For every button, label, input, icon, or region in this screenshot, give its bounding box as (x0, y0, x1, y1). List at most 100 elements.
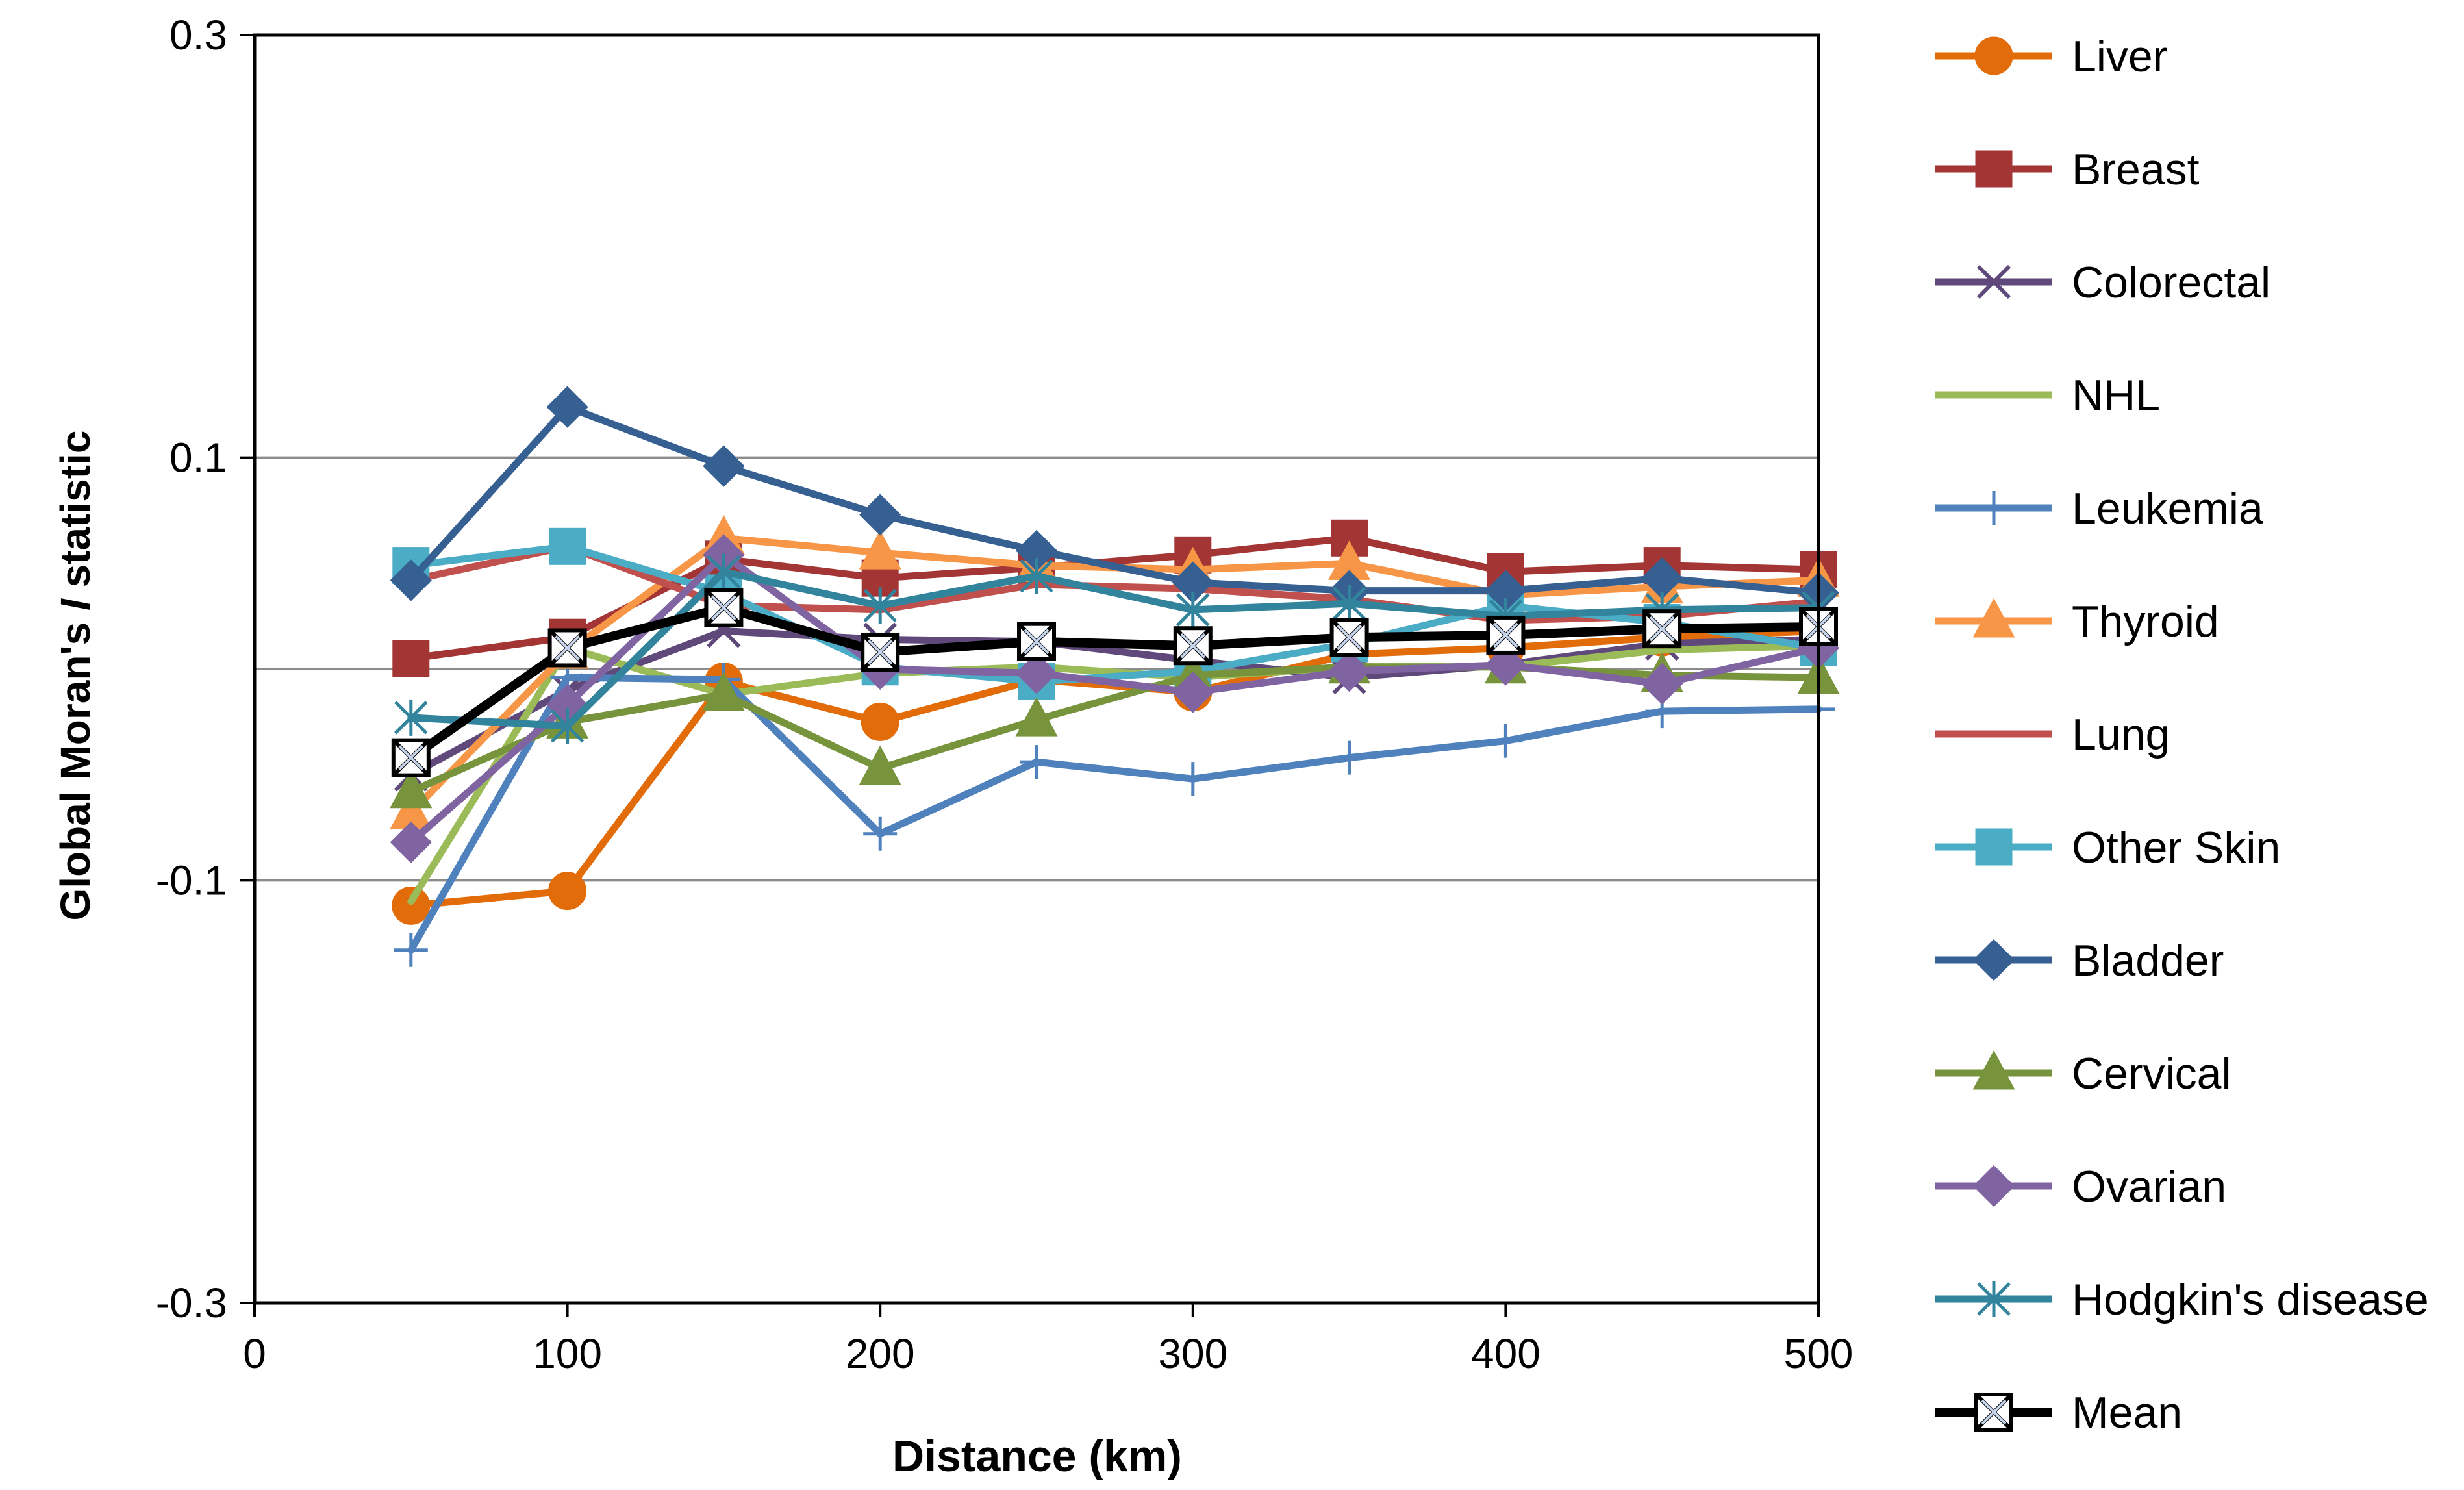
legend-item-breast-label: Breast (2072, 145, 2200, 194)
series-cervical-point (1015, 696, 1058, 737)
series-leukemia-line (407, 674, 1822, 954)
legend-item-ovarian-marker (1972, 1165, 2015, 1207)
x-tick-label: 400 (1471, 1330, 1540, 1377)
y-axis-label-suffix: statistic (52, 431, 99, 600)
legend-item-cervical-marker (1972, 1050, 2015, 1090)
series-mean-point (1017, 622, 1056, 661)
series-lung (407, 542, 1822, 624)
legend-item-colorectal: Colorectal (1935, 258, 2270, 307)
legend: Liver Breast Colorectal NHL Leukemia Thyroid L… (1935, 32, 2429, 1437)
legend-item-cervical: Cervical (1935, 1049, 2231, 1098)
legend-item-thyroid-label: Thyroid (2072, 597, 2219, 646)
series-ovarian-point (1328, 650, 1370, 692)
axis-ticks: -0.3 -0.1 0.1 0.3 0 100 200 300 400 500 (156, 12, 1854, 1377)
series-bladder-line (407, 403, 1822, 597)
series-hodgkin-s-disease-point (1332, 585, 1366, 622)
series-leukemia-point (394, 933, 428, 967)
series-ovarian-point (1015, 652, 1058, 694)
series-hodgkin-s-disease-point (550, 707, 585, 744)
series-mean-point (704, 588, 744, 627)
legend-item-thyroid: Thyroid (1935, 597, 2219, 646)
series-mean-point (861, 632, 900, 672)
series-mean-point (1329, 618, 1369, 657)
series-ovarian-point (1485, 644, 1527, 686)
series-mean-line (406, 603, 1823, 763)
legend-item-leukemia-label: Leukemia (2072, 484, 2263, 533)
series-bladder-point (546, 386, 588, 428)
legend-item-colorectal-marker (1976, 264, 2011, 299)
series-breast-point (392, 640, 430, 677)
legend-item-ovarian: Ovarian (1935, 1162, 2226, 1211)
x-tick-label: 300 (1158, 1330, 1227, 1377)
series-mean-point (1173, 626, 1213, 666)
y-tick-label: 0.1 (170, 435, 227, 481)
y-tick-label: -0.3 (156, 1280, 227, 1326)
series-colorectal-line (407, 627, 1822, 779)
legend-item-mean-marker (1974, 1393, 2013, 1432)
legend-item-liver: Liver (1935, 32, 2167, 81)
series-lung-line (407, 542, 1822, 624)
series-bladder-point (859, 494, 901, 536)
legend-item-other-skin: Other Skin (1935, 823, 2280, 872)
series-liver-point (861, 702, 899, 741)
legend-item-hodgkin-s-disease: Hodgkin's disease (1935, 1275, 2429, 1324)
legend-item-leukemia-marker (1977, 491, 2011, 525)
legend-item-ovarian-label: Ovarian (2072, 1162, 2226, 1211)
series-cervical-point (702, 671, 745, 711)
legend-item-bladder-marker (1972, 939, 2015, 981)
x-tick-label: 200 (846, 1330, 915, 1377)
legend-item-nhl-label: NHL (2072, 371, 2160, 420)
y-axis-label-italic: I (52, 598, 99, 611)
legend-item-thyroid-marker (1972, 598, 2015, 638)
series-bladder-point (390, 559, 432, 601)
series-nhl (407, 642, 1822, 905)
series-hodgkin-s-disease-point (1020, 557, 1053, 594)
series-hodgkin-s-disease-point (863, 587, 897, 624)
y-axis-label-prefix: Global Moran's (52, 611, 99, 921)
series-liver-point (392, 886, 431, 925)
series-cervical-point (859, 745, 901, 785)
legend-item-leukemia: Leukemia (1935, 484, 2263, 533)
legend-item-breast-marker (1975, 150, 2013, 188)
series-mean-point (547, 628, 587, 668)
y-axis-label: Global Moran's I statistic (52, 431, 99, 921)
series-mean-point (1642, 609, 1682, 649)
series-leukemia-point (1020, 745, 1053, 779)
series-mean-point (391, 738, 431, 777)
series-leukemia-point (863, 816, 898, 851)
series-hodgkin-s-disease-point (1176, 591, 1210, 628)
series-ovarian-point (1172, 671, 1214, 713)
series-nhl-line (407, 642, 1822, 905)
series-hodgkin-s-disease-line (407, 568, 1822, 730)
plot-area-frame (253, 33, 1820, 1305)
legend-item-other-skin-label: Other Skin (2072, 823, 2280, 872)
series-hodgkin-s-disease-point (394, 699, 428, 736)
legend-item-cervical-label: Cervical (2072, 1049, 2231, 1098)
series-leukemia-point (1332, 740, 1366, 775)
legend-item-bladder-label: Bladder (2072, 936, 2224, 985)
series-leukemia-point (1489, 724, 1523, 758)
legend-item-lung-label: Lung (2072, 710, 2170, 759)
legend-item-colorectal-label: Colorectal (2072, 258, 2270, 307)
series-bladder (390, 386, 1840, 614)
y-tick-label: -0.1 (156, 857, 227, 903)
series-cervical-point (390, 768, 433, 809)
legend-item-lung: Lung (1935, 710, 2170, 759)
x-tick-label: 500 (1784, 1330, 1854, 1377)
legend-item-liver-label: Liver (2072, 32, 2167, 81)
series-leukemia-point (1175, 762, 1210, 796)
x-axis-label: Distance (km) (892, 1432, 1182, 1481)
legend-item-liver-marker (1974, 36, 2013, 75)
series-ovarian-point (390, 821, 432, 863)
legend-item-mean: Mean (1935, 1388, 2182, 1437)
legend-item-nhl: NHL (1935, 371, 2160, 420)
series-other-skin-point (549, 527, 586, 565)
series-liver-point (548, 872, 587, 911)
x-tick-label: 100 (533, 1330, 602, 1377)
legend-item-breast: Breast (1935, 145, 2200, 194)
series-leukemia (394, 661, 1835, 967)
series-thyroid-point (859, 529, 901, 570)
legend-item-bladder: Bladder (1935, 936, 2224, 985)
series-ovarian-point (1641, 663, 1683, 705)
